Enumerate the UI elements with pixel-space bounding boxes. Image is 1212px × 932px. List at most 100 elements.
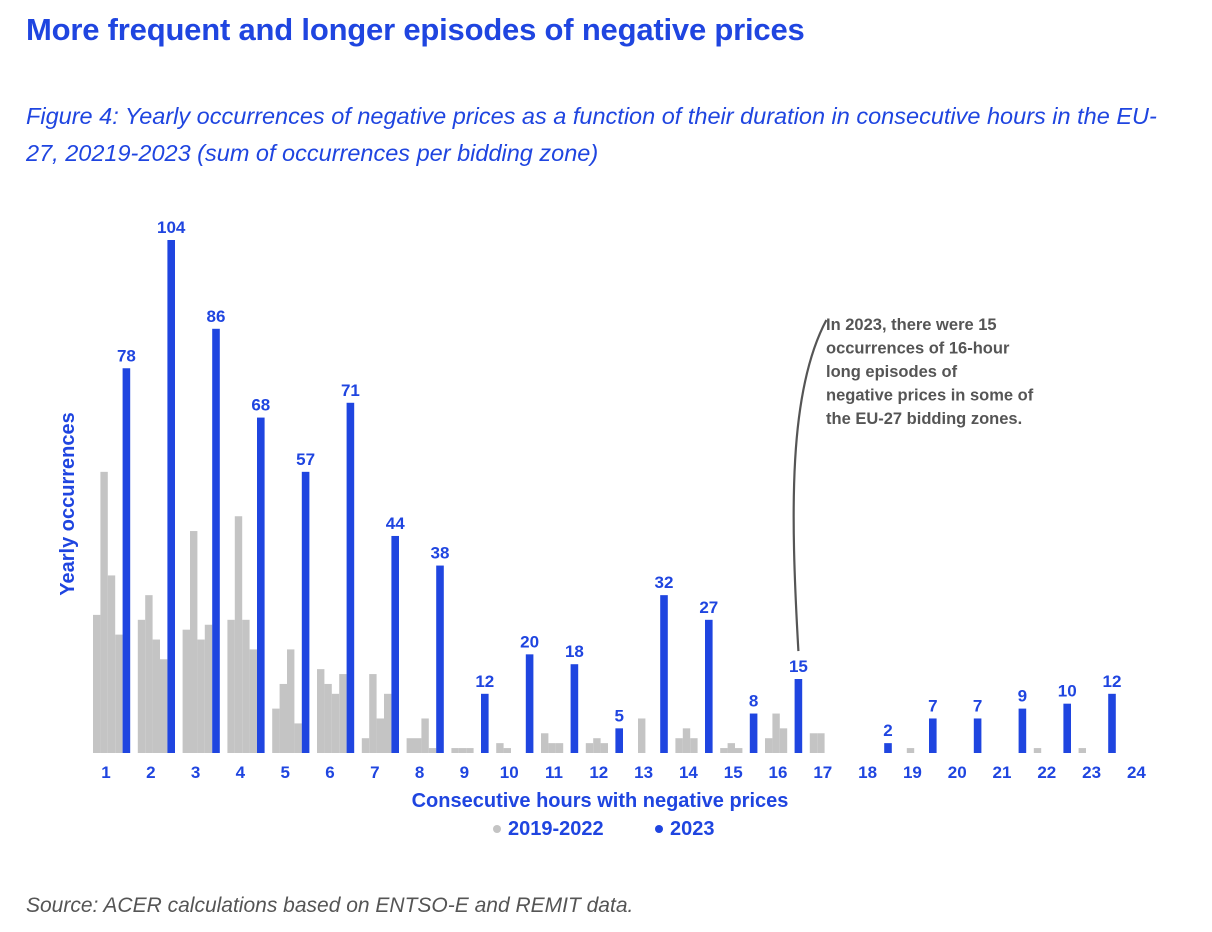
value-label-2023-22: 10 (1058, 682, 1077, 701)
bar-2019-2022-8-3 (421, 718, 429, 753)
x-tick-1: 1 (101, 763, 110, 782)
chart-bars (93, 240, 1116, 753)
bar-2019-2022-10-2 (503, 748, 511, 753)
bar-2023-18 (884, 743, 892, 753)
bar-2019-2022-4-4 (249, 649, 257, 753)
bar-2019-2022-16-1 (765, 738, 773, 753)
x-tick-7: 7 (370, 763, 379, 782)
annotation-leader-line (792, 319, 828, 652)
x-tick-13: 13 (634, 763, 653, 782)
value-label-2023-20: 7 (973, 696, 982, 715)
bar-2019-2022-3-3 (197, 639, 205, 753)
bar-2019-2022-9-3 (466, 748, 474, 753)
bar-2019-2022-16-3 (779, 728, 788, 753)
x-tick-4: 4 (236, 763, 246, 782)
legend-marker-2023 (655, 825, 663, 833)
bar-2023-20 (973, 718, 982, 753)
bar-2019-2022-14-2 (682, 728, 691, 753)
bar-2019-2022-1-4 (115, 634, 123, 753)
value-label-2023-16: 15 (789, 657, 808, 676)
x-tick-10: 10 (500, 763, 519, 782)
x-tick-11: 11 (545, 763, 563, 782)
bar-2019-2022-5-3 (287, 649, 295, 753)
bar-2019-2022-8-1 (406, 738, 414, 753)
y-axis-label: Yearly occurrences (57, 412, 79, 595)
bar-2023-23 (1108, 693, 1116, 753)
x-tick-2: 2 (146, 763, 155, 782)
annotation-line-3: long episodes of (826, 363, 958, 381)
value-label-2023-14: 27 (699, 598, 718, 617)
annotation-line-1: In 2023, there were 15 (826, 316, 997, 334)
value-label-2023-2: 104 (157, 218, 186, 237)
bar-2023-11 (570, 664, 579, 753)
bar-2019-2022-2-4 (160, 659, 168, 753)
bar-2019-2022-22-1 (1033, 748, 1042, 753)
x-axis-label: Consecutive hours with negative prices (412, 790, 789, 812)
bar-2019-2022-14-1 (675, 738, 683, 753)
x-tick-15: 15 (724, 763, 743, 782)
bar-2019-2022-12-2 (593, 738, 601, 753)
x-tick-19: 19 (903, 763, 922, 782)
x-axis-tick-labels: 1 2 3 4 5 6 7 8 9 10 11 12 13 14 15 16 17 18 19 20 21 22 23 24 (101, 763, 1146, 782)
bar-2019-2022-23-1 (1078, 748, 1086, 753)
bar-2023-7 (391, 535, 399, 753)
bar-2019-2022-6-4 (339, 674, 347, 753)
bar-2023-15 (749, 713, 758, 753)
legend-label-2019-2022: 2019-2022 (508, 818, 604, 840)
x-tick-17: 17 (813, 763, 832, 782)
bar-2023-1 (122, 368, 131, 753)
value-label-2023-12: 5 (614, 706, 623, 725)
bar-2019-2022-15-1 (720, 748, 728, 753)
bar-2019-2022-6-2 (324, 683, 332, 753)
value-label-2023-8: 38 (431, 544, 450, 563)
value-label-2023-15: 8 (749, 692, 758, 711)
bar-2023-3 (212, 328, 220, 753)
x-tick-21: 21 (993, 763, 1012, 782)
bar-2019-2022-5-4 (294, 723, 302, 753)
x-tick-6: 6 (325, 763, 334, 782)
bar-2023-9 (481, 693, 489, 753)
bar-2019-2022-4-1 (227, 619, 235, 753)
value-label-2023-21: 9 (1018, 687, 1027, 706)
bar-2019-2022-3-1 (182, 629, 190, 753)
bar-2023-5 (301, 471, 310, 753)
annotation-line-4: negative prices in some of (826, 387, 1034, 405)
bar-2023-6 (346, 402, 355, 753)
bar-2019-2022-3-2 (190, 531, 198, 753)
bar-2023-14 (705, 619, 713, 753)
bar-2019-2022-7-2 (369, 674, 377, 753)
bar-2023-19 (929, 718, 937, 753)
bar-2019-2022-2-3 (152, 639, 160, 753)
bar-2023-13 (660, 595, 668, 753)
bar-2023-10 (525, 654, 534, 753)
bar-2019-2022-16-2 (772, 713, 780, 753)
bar-2019-2022-12-3 (600, 743, 608, 753)
bar-2023-12 (615, 728, 623, 753)
chart-annotation: In 2023, there were 15 occurrences of 16-… (826, 316, 1034, 428)
bar-2019-2022-9-2 (458, 748, 467, 753)
bar-2019-2022-14-3 (690, 738, 698, 753)
value-label-2023-9: 12 (475, 672, 494, 691)
bar-2019-2022-10-1 (496, 743, 504, 753)
bar-2019-2022-19-2 (906, 748, 915, 753)
bar-2019-2022-5-2 (279, 683, 287, 753)
value-label-2023-7: 44 (386, 514, 405, 533)
x-tick-16: 16 (769, 763, 788, 782)
bar-2019-2022-11-3 (555, 743, 564, 753)
annotation-line-2: occurrences of 16-hour (826, 340, 1010, 358)
bar-2019-2022-1-2 (100, 471, 108, 753)
x-tick-18: 18 (858, 763, 877, 782)
bar-2019-2022-6-1 (317, 669, 325, 753)
legend-label-2023: 2023 (670, 818, 715, 840)
bar-2019-2022-1-1 (93, 614, 101, 753)
bar-2019-2022-17-2 (817, 733, 825, 753)
bar-2019-2022-5-1 (272, 708, 280, 753)
bar-2019-2022-2-1 (137, 619, 146, 753)
value-label-2023-11: 18 (565, 642, 584, 661)
x-tick-8: 8 (415, 763, 424, 782)
x-tick-14: 14 (679, 763, 698, 782)
bar-2019-2022-1-3 (107, 575, 116, 753)
x-tick-24: 24 (1127, 763, 1146, 782)
